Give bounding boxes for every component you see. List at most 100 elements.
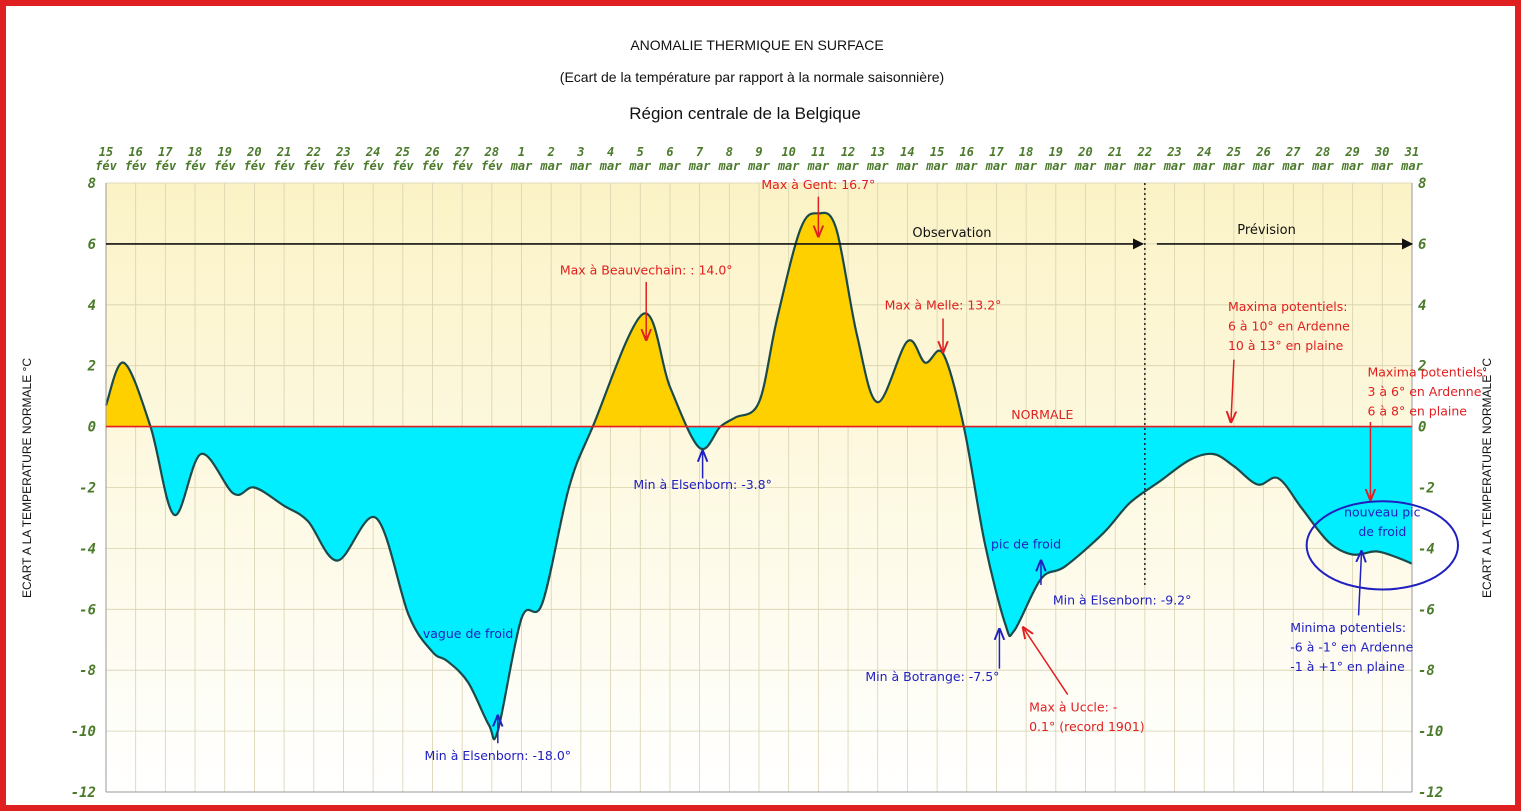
- chart-title: ANOMALIE THERMIQUE EN SURFACE: [630, 37, 883, 53]
- annotation-text: Minima potentiels:: [1290, 620, 1406, 635]
- annotation-text: vague de froid: [423, 626, 514, 641]
- x-tick-day: 2: [547, 145, 555, 159]
- x-tick-month: mar: [777, 159, 800, 173]
- x-tick-day: 15: [930, 145, 944, 159]
- x-tick-month: mar: [925, 159, 948, 173]
- x-tick-day: 17: [158, 145, 173, 159]
- annotation: Min à Elsenborn: -9.2°: [1041, 561, 1191, 608]
- x-tick-month: mar: [1222, 159, 1245, 173]
- x-tick-month: fév: [392, 159, 414, 173]
- x-tick-day: 16: [960, 145, 974, 159]
- x-tick-month: mar: [1044, 159, 1067, 173]
- annotation-text: Min à Elsenborn: -3.8°: [633, 477, 772, 492]
- annotation-arrow: [1359, 551, 1362, 616]
- x-tick-month: mar: [1163, 159, 1186, 173]
- x-tick-month: mar: [866, 159, 889, 173]
- anomaly-curve: [104, 211, 1413, 741]
- x-tick-month: mar: [717, 159, 740, 173]
- x-tick-day: 22: [1137, 145, 1152, 159]
- x-tick-day: 7: [696, 145, 704, 159]
- x-tick-day: 8: [726, 145, 733, 159]
- x-tick-day: 26: [424, 145, 439, 159]
- x-tick-day: 28: [484, 145, 499, 159]
- annotation-text: Min à Botrange: -7.5°: [865, 669, 999, 684]
- annotation-text: Maxima potentiels:: [1367, 364, 1486, 379]
- y-tick-label: -4: [79, 541, 96, 557]
- x-tick-month: mar: [569, 159, 592, 173]
- x-tick-day: 24: [365, 145, 380, 159]
- y-tick-label: 0: [1418, 420, 1426, 436]
- x-tick-day: 30: [1374, 145, 1389, 159]
- y-tick-label: 4: [88, 298, 96, 314]
- x-tick-month: mar: [955, 159, 978, 173]
- annotation-arrow: [1231, 359, 1234, 422]
- x-tick-day: 4: [607, 145, 614, 159]
- x-tick-month: fév: [125, 159, 147, 173]
- x-tick-month: mar: [1192, 159, 1215, 173]
- x-tick-day: 10: [781, 145, 795, 159]
- phase-markers: Observation Prévision: [106, 183, 1414, 585]
- x-tick-day: 23: [335, 145, 350, 159]
- annotation: Min à Elsenborn: -3.8°: [633, 451, 772, 492]
- annotation: nouveau pic de froid: [1344, 504, 1421, 539]
- x-tick-day: 21: [276, 145, 291, 159]
- x-tick-month: mar: [628, 159, 651, 173]
- x-tick-day: 27: [1285, 145, 1301, 159]
- y-tick-label: -12: [1418, 785, 1443, 801]
- y-tick-label: 8: [88, 176, 96, 192]
- y-tick-label: -10: [1418, 724, 1443, 740]
- annotation-text: -6 à -1° en Ardenne: [1290, 640, 1413, 655]
- x-tick-day: 9: [755, 145, 762, 159]
- x-tick-day: 17: [989, 145, 1004, 159]
- x-tick-month: mar: [1311, 159, 1334, 173]
- x-tick-month: mar: [1014, 159, 1037, 173]
- annotation-text: Maxima potentiels:: [1228, 299, 1347, 314]
- x-tick-month: mar: [807, 159, 830, 173]
- annotation: pic de froid: [991, 536, 1061, 551]
- x-tick-month: mar: [985, 159, 1008, 173]
- annotation: vague de froid: [423, 626, 514, 641]
- annotation: Maxima potentiels: 6 à 10° en Ardenne 10 à…: [1228, 299, 1350, 422]
- y-tick-label: -2: [1418, 481, 1435, 497]
- x-tick-day: 15: [99, 145, 113, 159]
- annotation-arrow: [1023, 628, 1069, 695]
- y-tick-labels-left: 8 6 4 2 0 -2 -4 -6 -8 -10 -12: [71, 176, 96, 801]
- x-tick-day: 19: [1049, 145, 1063, 159]
- annotation-text: de froid: [1358, 524, 1406, 539]
- x-tick-month: fév: [481, 159, 503, 173]
- annotation: Max à Melle: 13.2°: [885, 297, 1001, 352]
- y-tick-label: 6: [1418, 237, 1426, 253]
- x-tick-day: 29: [1344, 145, 1359, 159]
- x-tick-day: 14: [900, 145, 914, 159]
- x-tick-month: fév: [95, 159, 117, 173]
- annotation-text: 3 à 6° en Ardenne: [1367, 384, 1481, 399]
- y-tick-label: 8: [1418, 176, 1426, 192]
- x-tick-day: 19: [218, 145, 232, 159]
- x-tick-month: mar: [896, 159, 919, 173]
- x-tick-day: 1: [518, 145, 525, 159]
- x-tick-day: 28: [1315, 145, 1330, 159]
- y-axis-label-right: ECART A LA TEMPERATURE NORMALE °C: [1480, 358, 1494, 598]
- x-tick-month: mar: [539, 159, 562, 173]
- x-tick-month: mar: [1133, 159, 1156, 173]
- x-tick-day: 23: [1166, 145, 1181, 159]
- x-tick-day: 11: [811, 145, 825, 159]
- x-tick-day: 16: [128, 145, 142, 159]
- x-tick-day: 26: [1255, 145, 1270, 159]
- annotation: Min à Botrange: -7.5°: [865, 629, 999, 684]
- x-tick-month: mar: [688, 159, 711, 173]
- y-tick-label: -8: [1418, 663, 1435, 679]
- annotation-text: Max à Uccle: -: [1029, 699, 1117, 714]
- annotation: Max à Beauvechain: : 14.0°: [560, 262, 733, 339]
- cold-anomaly-area: [150, 426, 1412, 740]
- y-tick-label: -10: [71, 724, 96, 740]
- y-tick-label: 2: [1417, 359, 1426, 375]
- x-tick-day: 13: [871, 145, 885, 159]
- x-tick-month: fév: [422, 159, 444, 173]
- x-tick-labels: 15fév16fév17fév18fév19fév20fév21fév22fév…: [95, 145, 1423, 173]
- annotation-text: 0.1° (record 1901): [1029, 719, 1145, 734]
- y-tick-labels-right: 8 6 4 2 0 -2 -4 -6 -8 -10 -12: [1417, 176, 1443, 801]
- x-tick-day: 22: [306, 145, 321, 159]
- x-tick-month: fév: [184, 159, 206, 173]
